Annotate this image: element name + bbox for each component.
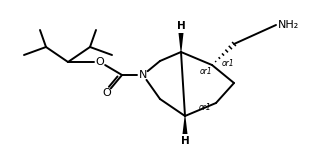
Text: or1: or1 xyxy=(200,68,213,76)
Polygon shape xyxy=(183,116,188,134)
Text: O: O xyxy=(96,57,104,67)
Text: NH₂: NH₂ xyxy=(278,20,299,30)
Text: or1: or1 xyxy=(222,59,235,68)
Polygon shape xyxy=(178,33,183,52)
Text: N: N xyxy=(139,70,147,80)
Text: O: O xyxy=(103,88,111,98)
Text: H: H xyxy=(181,136,190,146)
Text: H: H xyxy=(176,21,185,31)
Text: or1: or1 xyxy=(199,103,211,112)
